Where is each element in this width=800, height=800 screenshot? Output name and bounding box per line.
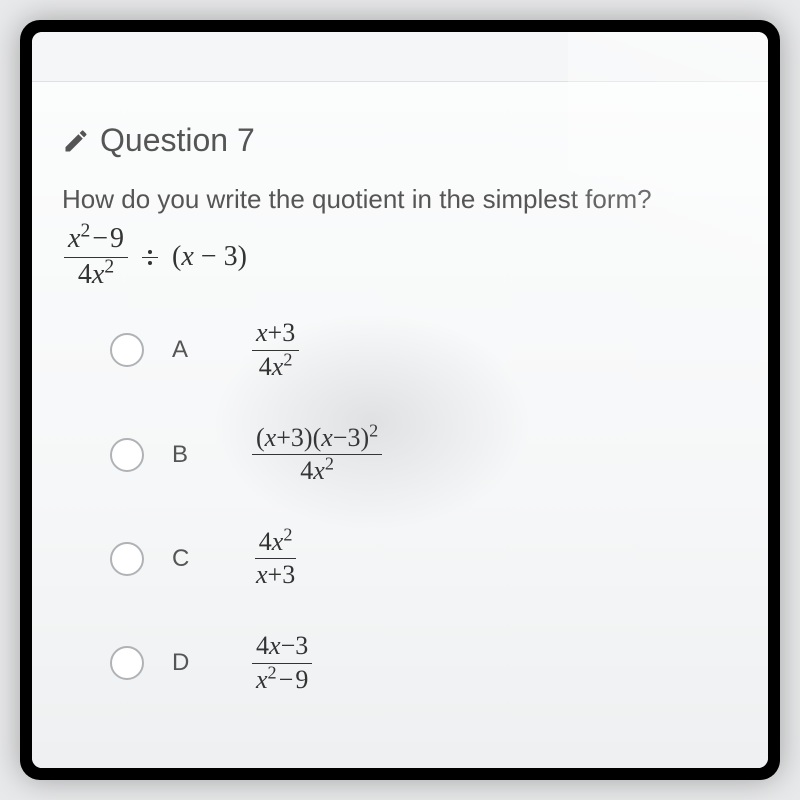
- app-top-bar: [32, 32, 768, 82]
- option-c-math: 4x2 x+3: [252, 528, 299, 590]
- option-a-label: A: [172, 336, 198, 364]
- main-fraction-numerator: x2−9: [64, 224, 128, 258]
- option-a[interactable]: A x+3 4x2: [110, 319, 738, 381]
- pencil-icon: [62, 127, 90, 155]
- option-b[interactable]: B (x+3)(x−3)2 4x2: [110, 424, 738, 486]
- screen: Question 7 How do you write the quotient…: [32, 32, 768, 768]
- options-list: A x+3 4x2 B (x+3)(x−3)2 4x2: [62, 319, 738, 694]
- radio-a[interactable]: [110, 333, 144, 367]
- option-c-label: C: [172, 545, 198, 573]
- division-icon: [142, 250, 158, 266]
- radio-c[interactable]: [110, 542, 144, 576]
- divisor-expression: (x − 3): [172, 241, 247, 273]
- main-fraction-denominator: 4x2: [74, 258, 118, 291]
- question-content: Question 7 How do you write the quotient…: [32, 82, 768, 768]
- question-expression: x2−9 4x2 (x − 3): [64, 229, 738, 285]
- option-d-label: D: [172, 649, 198, 677]
- option-d-math: 4x−3 x2−9: [252, 632, 312, 694]
- radio-b[interactable]: [110, 438, 144, 472]
- option-b-math: (x+3)(x−3)2 4x2: [252, 424, 382, 486]
- device-bezel: Question 7 How do you write the quotient…: [20, 20, 780, 780]
- main-fraction: x2−9 4x2: [64, 224, 128, 291]
- question-prompt: How do you write the quotient in the sim…: [62, 181, 738, 217]
- question-header: Question 7: [62, 122, 738, 159]
- option-c[interactable]: C 4x2 x+3: [110, 528, 738, 590]
- question-number: Question 7: [100, 122, 255, 159]
- radio-d[interactable]: [110, 646, 144, 680]
- option-a-math: x+3 4x2: [252, 319, 299, 381]
- option-b-label: B: [172, 441, 198, 469]
- option-d[interactable]: D 4x−3 x2−9: [110, 632, 738, 694]
